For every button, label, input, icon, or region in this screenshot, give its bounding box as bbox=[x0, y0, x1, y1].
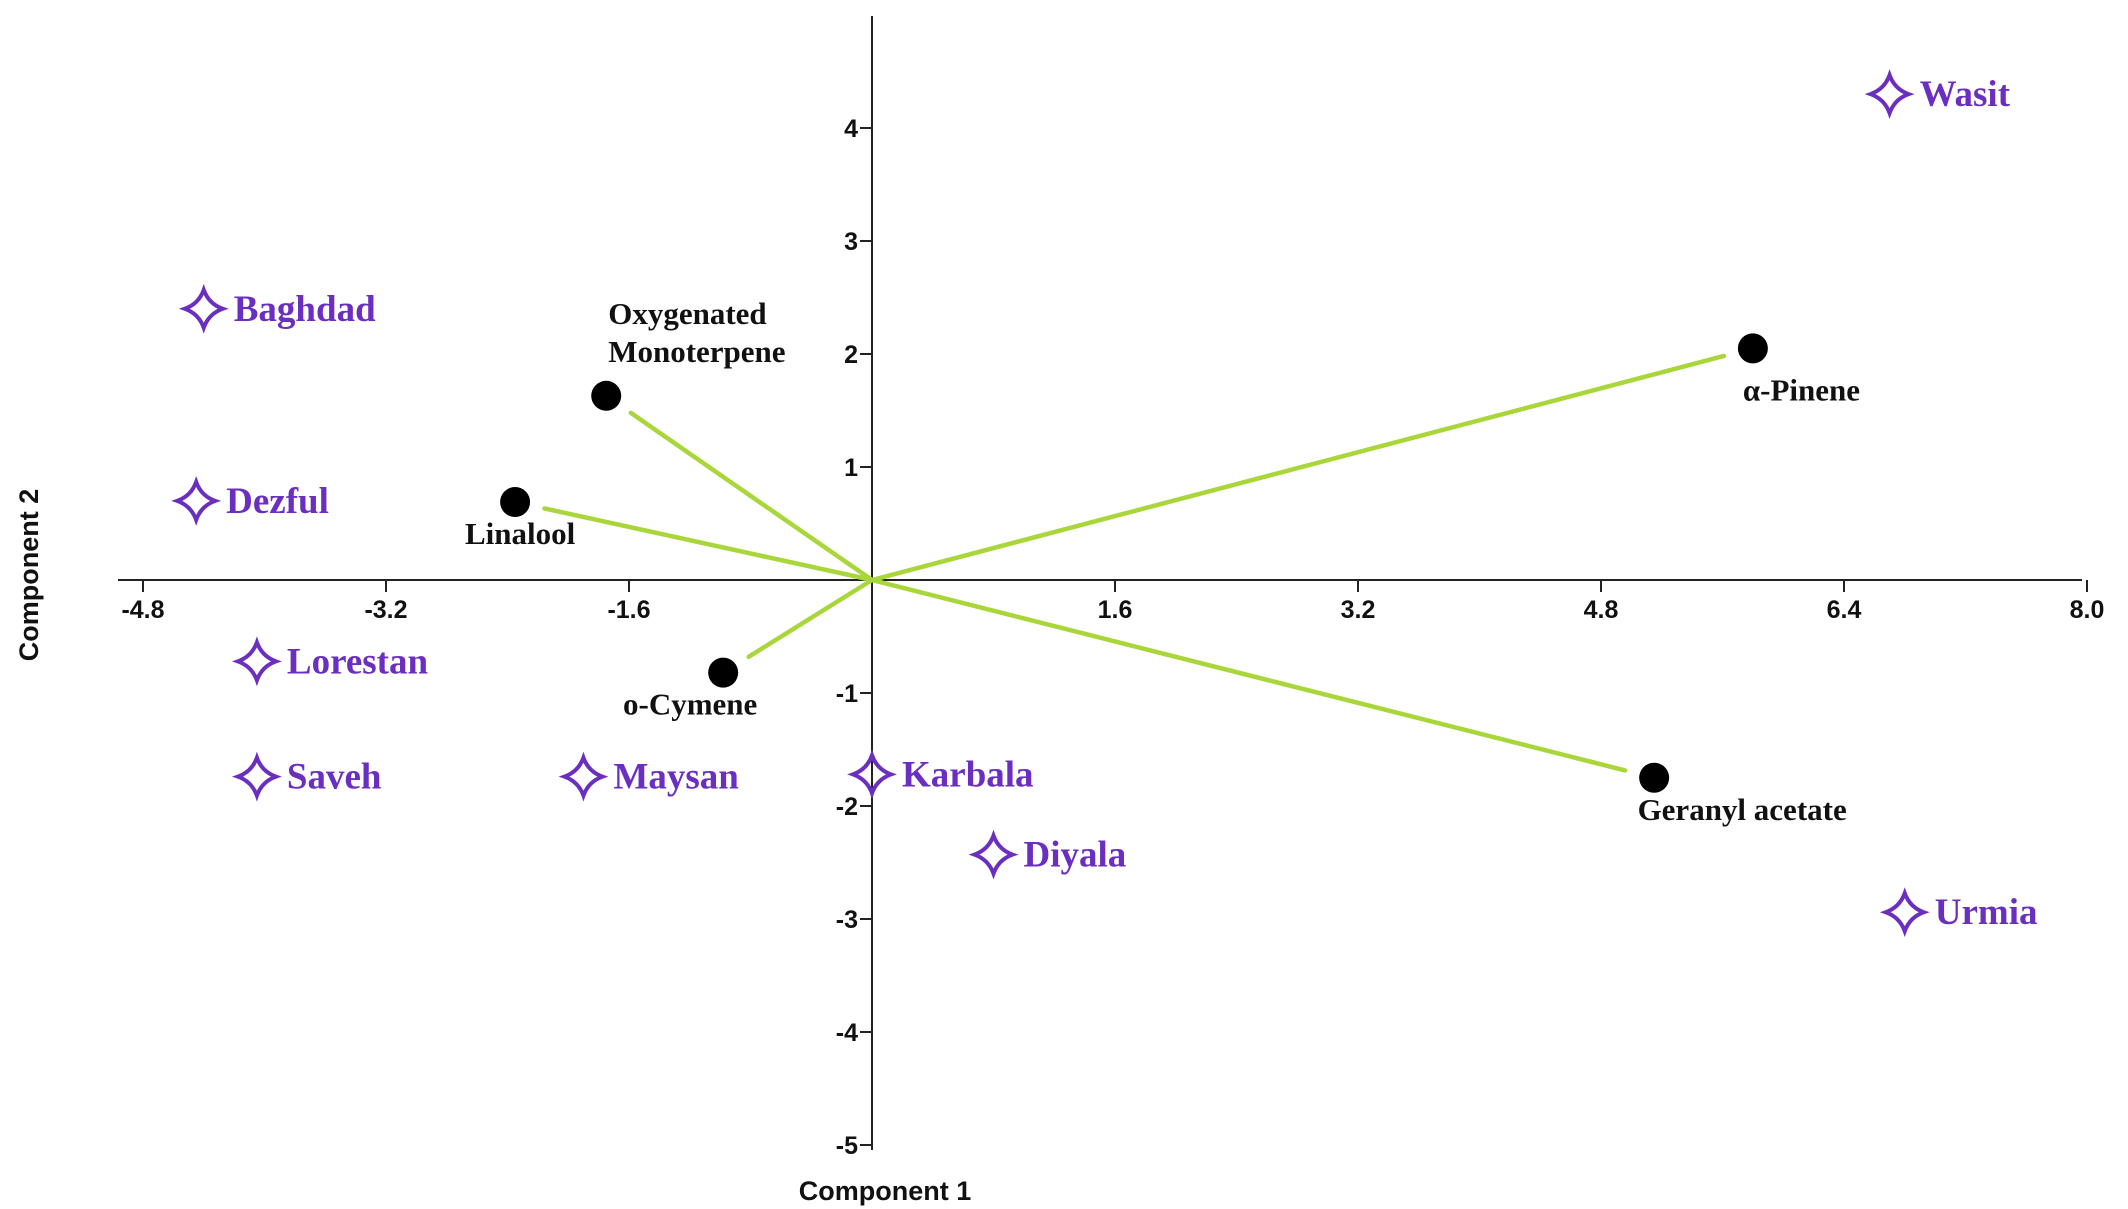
x-axis-title: Component 1 bbox=[799, 1176, 972, 1206]
variable-label: α-Pinene bbox=[1743, 372, 1860, 407]
variable-label: Linalool bbox=[465, 516, 576, 551]
site-label: Baghdad bbox=[234, 289, 376, 330]
site-label: Wasit bbox=[1920, 74, 2011, 115]
site-marker-shape bbox=[847, 749, 897, 800]
variable-label: o-Cymene bbox=[623, 687, 757, 722]
x-tick-label: 1.6 bbox=[1098, 596, 1133, 624]
variable-point bbox=[500, 487, 531, 518]
variable-point bbox=[591, 380, 622, 411]
site-label: Saveh bbox=[287, 757, 382, 798]
site-label: Karbala bbox=[902, 754, 1034, 795]
site-label: Urmia bbox=[1935, 892, 2038, 933]
loading-vector bbox=[869, 353, 1727, 583]
site-marker bbox=[178, 283, 229, 334]
site-label: Diyala bbox=[1024, 835, 1127, 876]
loading-vectors bbox=[542, 353, 1727, 773]
x-tick-label: -3.2 bbox=[364, 596, 407, 624]
site-label: Dezful bbox=[226, 481, 329, 522]
x-tick-label: 4.8 bbox=[1584, 596, 1619, 624]
site-marker-shape bbox=[231, 751, 282, 802]
loading-vector bbox=[628, 410, 875, 583]
site-label: Lorestan bbox=[287, 641, 429, 682]
site-marker-shape bbox=[558, 751, 609, 802]
x-tick-label: -4.8 bbox=[121, 596, 164, 624]
site-marker bbox=[231, 751, 282, 802]
x-tick-label: 8.0 bbox=[2070, 596, 2105, 624]
site-marker bbox=[847, 749, 897, 800]
variable-label: Oxygenated Monoterpene bbox=[608, 296, 785, 369]
site-marker bbox=[558, 751, 609, 802]
y-tick-label: 4 bbox=[844, 115, 858, 143]
y-tick-label: 2 bbox=[844, 341, 858, 369]
variable-point bbox=[1737, 333, 1768, 364]
variable-label: Geranyl acetate bbox=[1638, 792, 1847, 827]
site-marker-shape bbox=[231, 636, 282, 687]
y-tick-label: 3 bbox=[844, 228, 858, 256]
loading-vector bbox=[869, 577, 1628, 773]
site-marker-shape bbox=[178, 283, 229, 334]
x-tick-label: -1.6 bbox=[607, 596, 650, 624]
x-tick-label: 6.4 bbox=[1827, 596, 1862, 624]
site-marker-shape bbox=[1879, 887, 1930, 938]
site-marker bbox=[1879, 887, 1930, 938]
site-marker bbox=[1864, 69, 1915, 120]
variable-points: α-Pinene Oxygenated Monoterpene Linalool o-C… bbox=[465, 296, 1860, 827]
y-tick-label: -1 bbox=[836, 680, 858, 708]
site-marker-shape bbox=[1864, 69, 1915, 120]
loading-vector bbox=[746, 577, 875, 660]
variable-point bbox=[708, 657, 739, 688]
axes: -4.8 -3.2 -1.6 1.6 3.2 4.8 6.4 8.0 4 3 2 1 -1 -2 -3 -4 -… bbox=[118, 16, 2104, 1160]
site-marker bbox=[968, 829, 1019, 880]
site-marker-shape bbox=[171, 475, 222, 526]
variable-point bbox=[1639, 762, 1670, 793]
site-points: Wasit Baghdad Dezful Lorestan Saveh Maysan Kar… bbox=[171, 69, 2038, 938]
y-tick-label: -4 bbox=[836, 1019, 858, 1047]
y-tick-label: 1 bbox=[844, 454, 858, 482]
site-marker bbox=[171, 475, 222, 526]
site-marker-shape bbox=[968, 829, 1019, 880]
site-marker bbox=[231, 636, 282, 687]
loading-vector bbox=[542, 506, 875, 583]
y-tick-label: -3 bbox=[836, 906, 858, 934]
y-axis-title: Component 2 bbox=[14, 489, 44, 662]
x-tick-label: 3.2 bbox=[1341, 596, 1376, 624]
site-label: Maysan bbox=[613, 757, 739, 798]
y-tick-label: -2 bbox=[836, 793, 858, 821]
y-tick-label: -5 bbox=[836, 1132, 858, 1160]
